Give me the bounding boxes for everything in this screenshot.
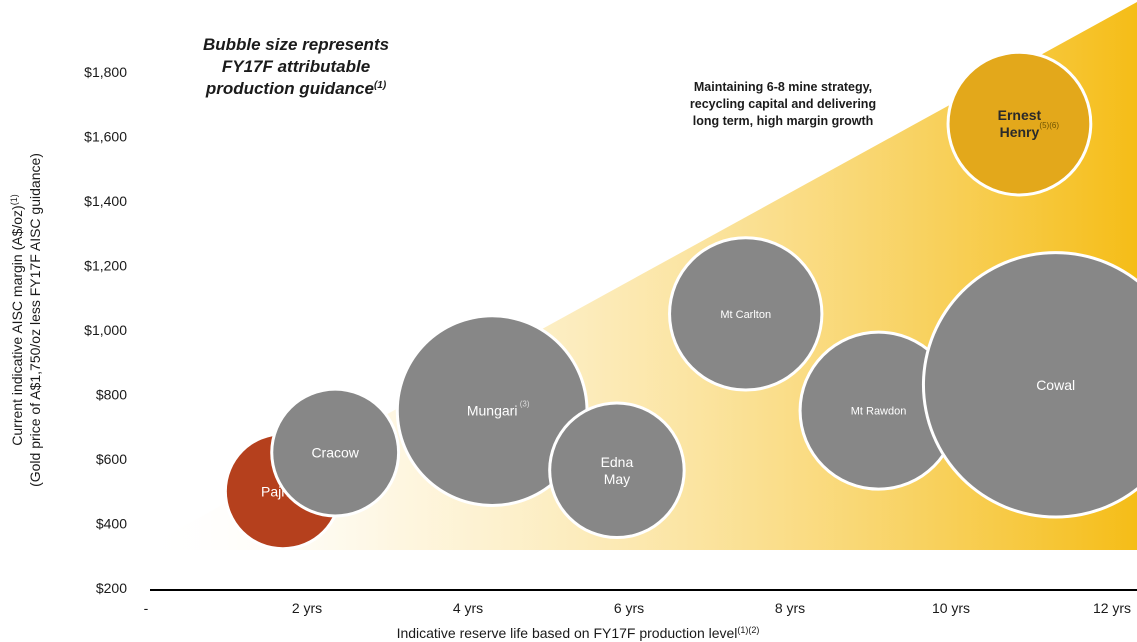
bubble-cracow: Cracow <box>270 387 401 518</box>
bubble-circle <box>551 404 683 537</box>
y-axis-title: Current indicative AISC margin (A$/oz)(1… <box>9 153 43 487</box>
x-tick-label: 6 yrs <box>614 600 644 616</box>
x-tick-label: 10 yrs <box>932 600 970 616</box>
y-axis-title-line-2: (Gold price of A$1,750/oz less FY17F AIS… <box>27 153 43 487</box>
y-tick-label: $1,600 <box>84 129 127 145</box>
x-tick-label: 8 yrs <box>775 600 805 616</box>
chart-title: Bubble size represents FY17F attributabl… <box>203 35 389 98</box>
bubble-label: May <box>604 471 630 487</box>
bubble-label: Mt Carlton <box>720 309 771 321</box>
title-footnote: (1) <box>374 80 387 91</box>
bubble-footnote: (5)(6) <box>1039 121 1059 130</box>
bubble-circle <box>949 53 1090 194</box>
x-tick-label: - <box>144 600 149 616</box>
y-axis-title-line-1-text: Current indicative AISC margin (A$/oz) <box>9 205 25 445</box>
bubble-label: Cracow <box>311 445 359 461</box>
x-tick-label: 2 yrs <box>292 600 322 616</box>
y-tick-label: $400 <box>96 516 127 532</box>
bubble-circle <box>671 239 821 389</box>
strategy-annotation: Maintaining 6-8 mine strategy, recycling… <box>690 80 876 128</box>
y-tick-label: $1,000 <box>84 322 127 338</box>
y-axis-title-line-1: Current indicative AISC margin (A$/oz)(1… <box>9 194 25 445</box>
title-line-1: Bubble size represents <box>203 35 389 54</box>
bubble-label: Cowal <box>1036 377 1075 393</box>
annotation-line-2: recycling capital and delivering <box>690 97 876 111</box>
bubble-label: Edna <box>601 454 634 470</box>
bubble-label: Ernest <box>998 107 1042 123</box>
x-axis-title-footnote: (1)(2) <box>737 625 759 635</box>
x-tick-label: 12 yrs <box>1093 600 1131 616</box>
bubble-label: Henry <box>1000 124 1040 140</box>
y-axis-ticks: $200 $400 $600 $800 $1,000 $1,200 $1,400 $1,600… <box>84 64 127 596</box>
title-line-3-text: production guidance <box>205 79 374 98</box>
y-tick-label: $200 <box>96 580 127 596</box>
bubble-footnote: (3) <box>520 400 530 409</box>
bubble-circle <box>924 254 1137 516</box>
x-tick-label: 4 yrs <box>453 600 483 616</box>
y-tick-label: $1,800 <box>84 64 127 80</box>
x-axis-title-text: Indicative reserve life based on FY17F p… <box>397 625 738 641</box>
bubble-label: Mungari <box>467 403 518 419</box>
annotation-line-1: Maintaining 6-8 mine strategy, <box>694 80 872 94</box>
bubble-mt-carlton: Mt Carlton <box>668 236 824 392</box>
y-tick-label: $600 <box>96 451 127 467</box>
bubble-cowal: Cowal <box>921 251 1137 519</box>
y-axis-title-footnote: (1) <box>9 194 19 205</box>
y-tick-label: $1,200 <box>84 258 127 274</box>
bubble-circle <box>273 390 398 515</box>
x-axis-ticks: - 2 yrs 4 yrs 6 yrs 8 yrs 10 yrs 12 yrs <box>144 600 1131 616</box>
bubble-circle <box>801 333 956 488</box>
bubble-mt-rawdon: Mt Rawdon <box>798 330 959 491</box>
y-tick-label: $800 <box>96 387 127 403</box>
title-line-3: production guidance(1) <box>205 79 387 98</box>
title-line-2: FY17F attributable <box>222 57 370 76</box>
bubble-circle <box>398 317 586 504</box>
bubble-mungari: Mungari (3) <box>395 314 589 507</box>
y-tick-label: $1,400 <box>84 193 127 209</box>
annotation-line-3: long term, high margin growth <box>693 114 874 128</box>
bubble-label: Mt Rawdon <box>851 406 907 418</box>
x-axis-title: Indicative reserve life based on FY17F p… <box>397 625 760 641</box>
